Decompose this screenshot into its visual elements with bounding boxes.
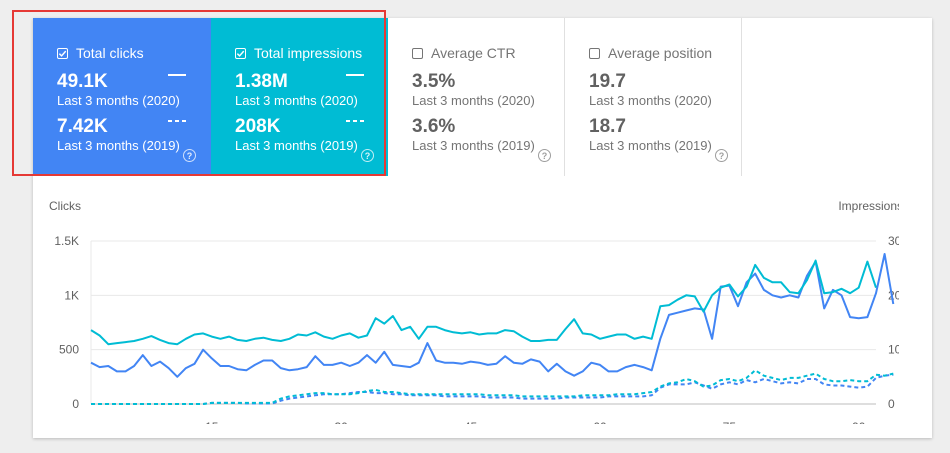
x-tick: 30	[334, 420, 348, 424]
x-axis-ticks: 15 30 45 60 75 90	[205, 420, 866, 424]
metric-period-2020: Last 3 months (2020)	[412, 93, 535, 108]
y-tick-left: 1K	[64, 288, 79, 302]
metric-total-clicks[interactable]: Total clicks 49.1K Last 3 months (2020) …	[33, 18, 211, 176]
metric-period-2019: Last 3 months (2019)	[412, 138, 535, 153]
chart-grid	[90, 240, 876, 405]
y-tick-left: 0	[72, 397, 79, 411]
metric-average-ctr[interactable]: Average CTR 3.5% Last 3 months (2020) 3.…	[388, 18, 565, 176]
metric-period-2019: Last 3 months (2019)	[235, 138, 358, 153]
metric-header: Average CTR	[412, 44, 564, 62]
chart-series	[90, 253, 895, 405]
metric-value-2020: 1.38M	[235, 71, 288, 92]
performance-card: Total clicks 49.1K Last 3 months (2020) …	[33, 18, 932, 438]
metric-header: Total impressions	[235, 44, 388, 62]
metric-value-2019: 208K	[235, 116, 281, 137]
series-line-total-impressions	[90, 259, 877, 346]
y-axis-right-ticks: 0 10K 20K 30K	[888, 234, 899, 411]
performance-chart[interactable]: Clicks Impressions 0 500 1K 1.5K 0 10K 20K 30K…	[33, 194, 899, 424]
metric-label: Average CTR	[431, 45, 516, 61]
x-tick: 45	[464, 420, 478, 424]
metric-value-2020: 3.5%	[412, 71, 456, 92]
help-circle-icon[interactable]: ?	[538, 149, 551, 162]
help-circle-icon[interactable]: ?	[183, 149, 196, 162]
metric-label: Total clicks	[76, 45, 144, 61]
series-line-total-clicks	[90, 253, 895, 378]
metric-period-2019: Last 3 months (2019)	[57, 138, 180, 153]
solid-line-legend-icon	[168, 74, 186, 76]
metric-header: Average position	[589, 44, 741, 62]
metric-header: Total clicks	[57, 44, 211, 62]
metric-value-2019: 7.42K	[57, 116, 108, 137]
checkbox-icon[interactable]	[235, 47, 246, 59]
y-tick-right: 10K	[888, 343, 899, 357]
y-tick-right: 20K	[888, 288, 899, 302]
metric-value-2019: 3.6%	[412, 116, 456, 137]
x-tick: 15	[205, 420, 219, 424]
metric-period-2020: Last 3 months (2020)	[589, 93, 712, 108]
help-circle-icon[interactable]: ?	[715, 149, 728, 162]
metric-total-impressions[interactable]: Total impressions 1.38M Last 3 months (2…	[211, 18, 388, 176]
checkbox-icon[interactable]	[589, 47, 600, 59]
dashed-line-legend-icon	[346, 120, 364, 122]
y-tick-right: 0	[888, 397, 895, 411]
metric-period-2020: Last 3 months (2020)	[235, 93, 358, 108]
metrics-row: Total clicks 49.1K Last 3 months (2020) …	[33, 18, 932, 176]
y-tick-left: 1.5K	[54, 234, 79, 248]
y-axis-left-label: Clicks	[49, 199, 81, 213]
metric-value-2019: 18.7	[589, 116, 626, 137]
dashed-line-legend-icon	[168, 120, 186, 122]
x-tick: 60	[593, 420, 607, 424]
metric-label: Average position	[608, 45, 713, 61]
metric-average-position[interactable]: Average position 19.7 Last 3 months (202…	[565, 18, 742, 176]
help-circle-icon[interactable]: ?	[361, 149, 374, 162]
y-axis-right-label: Impressions	[838, 199, 899, 213]
series-line-total-impressions-2019	[91, 369, 894, 405]
checkbox-icon[interactable]	[412, 47, 423, 59]
series-line-total-clicks-2019	[91, 373, 894, 405]
metric-label: Total impressions	[254, 45, 363, 61]
checkbox-icon[interactable]	[57, 47, 68, 59]
x-tick: 90	[852, 420, 866, 424]
y-tick-right: 30K	[888, 234, 899, 248]
solid-line-legend-icon	[346, 74, 364, 76]
y-tick-left: 500	[59, 343, 79, 357]
metric-period-2019: Last 3 months (2019)	[589, 138, 712, 153]
y-axis-left-ticks: 0 500 1K 1.5K	[54, 234, 79, 411]
metric-value-2020: 19.7	[589, 71, 626, 92]
x-tick: 75	[723, 420, 737, 424]
metric-value-2020: 49.1K	[57, 71, 108, 92]
metric-period-2020: Last 3 months (2020)	[57, 93, 180, 108]
